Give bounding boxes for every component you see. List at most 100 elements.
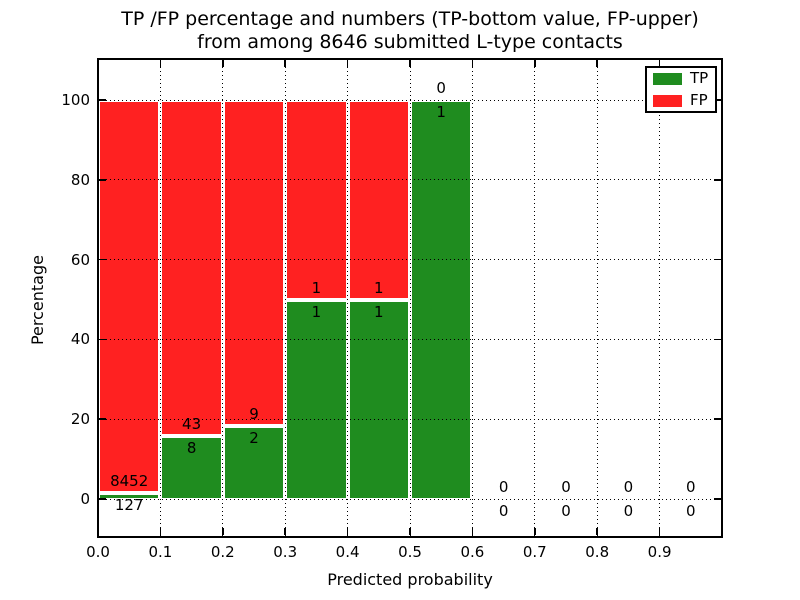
x-tick-label: 0.2 xyxy=(210,543,235,561)
axis-tick xyxy=(159,60,162,67)
vertical-gridline xyxy=(659,59,661,537)
axis-tick xyxy=(284,528,286,535)
legend-label-fp: FP xyxy=(690,91,708,109)
axis-tick xyxy=(714,99,721,101)
vertical-gridline xyxy=(347,59,349,537)
axis-tick xyxy=(714,338,721,341)
horizontal-gridline xyxy=(98,179,722,181)
x-tick-label: 0.8 xyxy=(585,543,610,561)
y-tick-label: 60 xyxy=(70,250,90,269)
axis-tick xyxy=(159,528,162,535)
fp-bar-segment xyxy=(347,100,410,300)
vertical-gridline xyxy=(534,59,536,537)
horizontal-gridline xyxy=(98,99,722,101)
chart-subtitle: from among 8646 submitted L-type contact… xyxy=(197,31,623,53)
horizontal-gridline xyxy=(98,259,722,261)
tp-count-label: 1 xyxy=(374,302,384,321)
tp-count-label: 8 xyxy=(186,439,197,458)
axis-tick xyxy=(222,528,224,535)
tp-count-label: 0 xyxy=(498,502,509,520)
axis-tick xyxy=(99,258,106,261)
x-axis-label: Predicted probability xyxy=(327,570,493,589)
fp-count-label: 43 xyxy=(182,415,202,434)
y-tick-label: 40 xyxy=(70,330,90,349)
vertical-gridline xyxy=(284,59,286,537)
axis-tick xyxy=(284,60,286,67)
fp-color-swatch xyxy=(653,94,682,107)
horizontal-gridline xyxy=(98,498,722,500)
axis-tick xyxy=(346,60,349,67)
x-tick-label: 0.9 xyxy=(647,543,672,561)
axis-tick xyxy=(714,498,721,500)
tp-bar-segment xyxy=(160,436,223,500)
axis-tick xyxy=(99,179,106,181)
fp-bar-segment xyxy=(285,100,348,300)
axis-tick xyxy=(346,528,349,535)
x-tick-label: 0.1 xyxy=(148,543,173,561)
tp-count-label: 2 xyxy=(249,429,259,448)
fp-bar-segment xyxy=(98,100,161,494)
axis-tick xyxy=(99,498,106,500)
axis-tick xyxy=(409,528,411,535)
fp-bar-segment xyxy=(222,100,286,427)
tp-bar-segment xyxy=(347,299,410,500)
axis-tick xyxy=(534,528,536,535)
axis-tick xyxy=(714,179,721,181)
tp-count-label: 0 xyxy=(561,502,571,520)
tp-count-label: 1 xyxy=(311,302,322,321)
legend: TP FP xyxy=(645,66,717,113)
axis-tick xyxy=(596,60,598,67)
fp-count-label: 0 xyxy=(498,478,509,496)
x-tick-label: 0.7 xyxy=(522,543,547,561)
legend-item-fp: FP xyxy=(653,93,709,108)
horizontal-gridline xyxy=(98,338,722,340)
tp-color-swatch xyxy=(653,72,682,85)
y-tick-label: 20 xyxy=(70,410,90,429)
vertical-gridline xyxy=(471,59,473,537)
axis-tick xyxy=(97,60,99,67)
axis-tick xyxy=(99,99,106,101)
tp-count-label: 0 xyxy=(686,502,696,520)
axis-tick xyxy=(222,60,224,67)
fp-bar-segment xyxy=(160,100,223,437)
fp-count-label: 1 xyxy=(311,278,322,297)
axis-tick xyxy=(409,60,411,67)
legend-label-tp: TP xyxy=(690,69,709,87)
fp-count-label: 8452 xyxy=(110,472,149,491)
tp-count-label: 127 xyxy=(114,496,144,515)
axis-tick xyxy=(99,418,106,420)
axis-tick xyxy=(714,418,721,420)
fp-count-label: 0 xyxy=(561,478,571,496)
vertical-gridline xyxy=(596,59,598,537)
y-tick-label: 100 xyxy=(61,91,90,109)
tp-count-label: 1 xyxy=(436,103,446,121)
fp-count-label: 0 xyxy=(623,478,634,496)
axis-tick xyxy=(471,60,474,67)
axis-tick xyxy=(596,528,598,535)
vertical-gridline xyxy=(159,59,161,537)
x-tick-label: 0.6 xyxy=(460,543,485,561)
fp-count-label: 0 xyxy=(436,79,446,97)
axis-tick xyxy=(714,258,721,261)
vertical-gridline xyxy=(409,59,411,537)
axis-tick xyxy=(534,60,536,67)
axes-frame xyxy=(97,58,723,538)
axis-tick xyxy=(658,60,661,67)
axis-tick xyxy=(658,528,661,535)
y-tick-label: 80 xyxy=(70,170,90,189)
y-axis-label: Percentage xyxy=(28,255,47,346)
tp-count-label: 0 xyxy=(623,502,634,520)
axis-tick xyxy=(97,528,99,535)
horizontal-gridline xyxy=(98,418,722,420)
x-tick-label: 0.0 xyxy=(86,543,110,561)
chart-title: TP /FP percentage and numbers (TP-bottom… xyxy=(121,8,699,30)
y-tick-label: 0 xyxy=(80,490,90,508)
legend-item-tp: TP xyxy=(653,71,709,86)
fp-count-label: 0 xyxy=(686,478,696,496)
fp-count-label: 1 xyxy=(374,278,384,297)
x-tick-label: 0.5 xyxy=(398,543,422,561)
vertical-gridline xyxy=(222,59,224,537)
x-tick-label: 0.3 xyxy=(273,543,298,561)
